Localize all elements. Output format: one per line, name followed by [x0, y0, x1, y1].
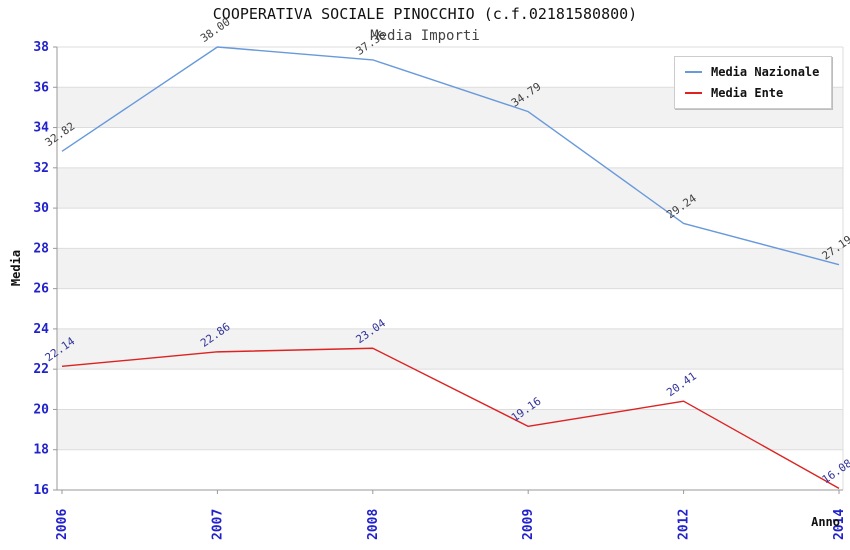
- chart-subtitle: Media Importi: [370, 28, 480, 44]
- tick-labels: 16 18 20 22 24 26 28 30 32 34 36 38 2006 2007 2008 2009…: [33, 40, 847, 540]
- y-tick-label: 20: [33, 402, 49, 417]
- x-tick-label: 2009: [521, 509, 536, 540]
- y-tick-label: 36: [33, 80, 49, 95]
- chart-title: COOPERATIVA SOCIALE PINOCCHIO (c.f.02181…: [213, 5, 637, 23]
- legend-item[interactable]: Media Nazionale: [685, 66, 819, 78]
- legend-line-swatch: [685, 92, 702, 94]
- y-tick-label: 18: [33, 443, 49, 458]
- plot-band: [57, 409, 843, 450]
- x-axis-title: Anno: [811, 515, 840, 529]
- x-tick-label: 2007: [210, 509, 225, 540]
- plot-band: [57, 248, 843, 289]
- data-point-label: 16.08: [820, 457, 850, 487]
- data-point-label: 20.41: [664, 370, 699, 400]
- x-tick-label: 2014: [832, 509, 847, 540]
- axes: [53, 46, 844, 494]
- gridlines: [57, 46, 843, 491]
- y-axis-title: Media: [9, 250, 23, 286]
- y-tick-label: 28: [33, 241, 49, 256]
- y-tick-label: 38: [33, 40, 49, 55]
- x-tick-label: 2006: [55, 509, 70, 540]
- plot-band: [57, 328, 843, 370]
- x-tick-label: 2012: [677, 509, 692, 540]
- legend: Media Nazionale Media Ente: [674, 56, 833, 109]
- series-line: [61, 46, 840, 266]
- plot-bands: [57, 87, 843, 450]
- y-tick-label: 16: [33, 483, 49, 498]
- legend-item[interactable]: Media Ente: [685, 87, 819, 99]
- series-line: [61, 347, 840, 489]
- x-tick-label: 2008: [366, 509, 381, 540]
- legend-line-swatch: [685, 71, 702, 73]
- y-tick-label: 24: [33, 322, 49, 337]
- y-tick-label: 34: [33, 121, 49, 136]
- y-tick-label: 30: [33, 201, 49, 216]
- y-tick-label: 26: [33, 282, 49, 297]
- y-tick-label: 22: [33, 362, 49, 377]
- series-lines: [61, 46, 840, 489]
- legend-label: Media Ente: [711, 86, 784, 100]
- plot-band: [57, 167, 843, 209]
- y-tick-label: 32: [33, 161, 49, 176]
- legend-label: Media Nazionale: [711, 65, 820, 79]
